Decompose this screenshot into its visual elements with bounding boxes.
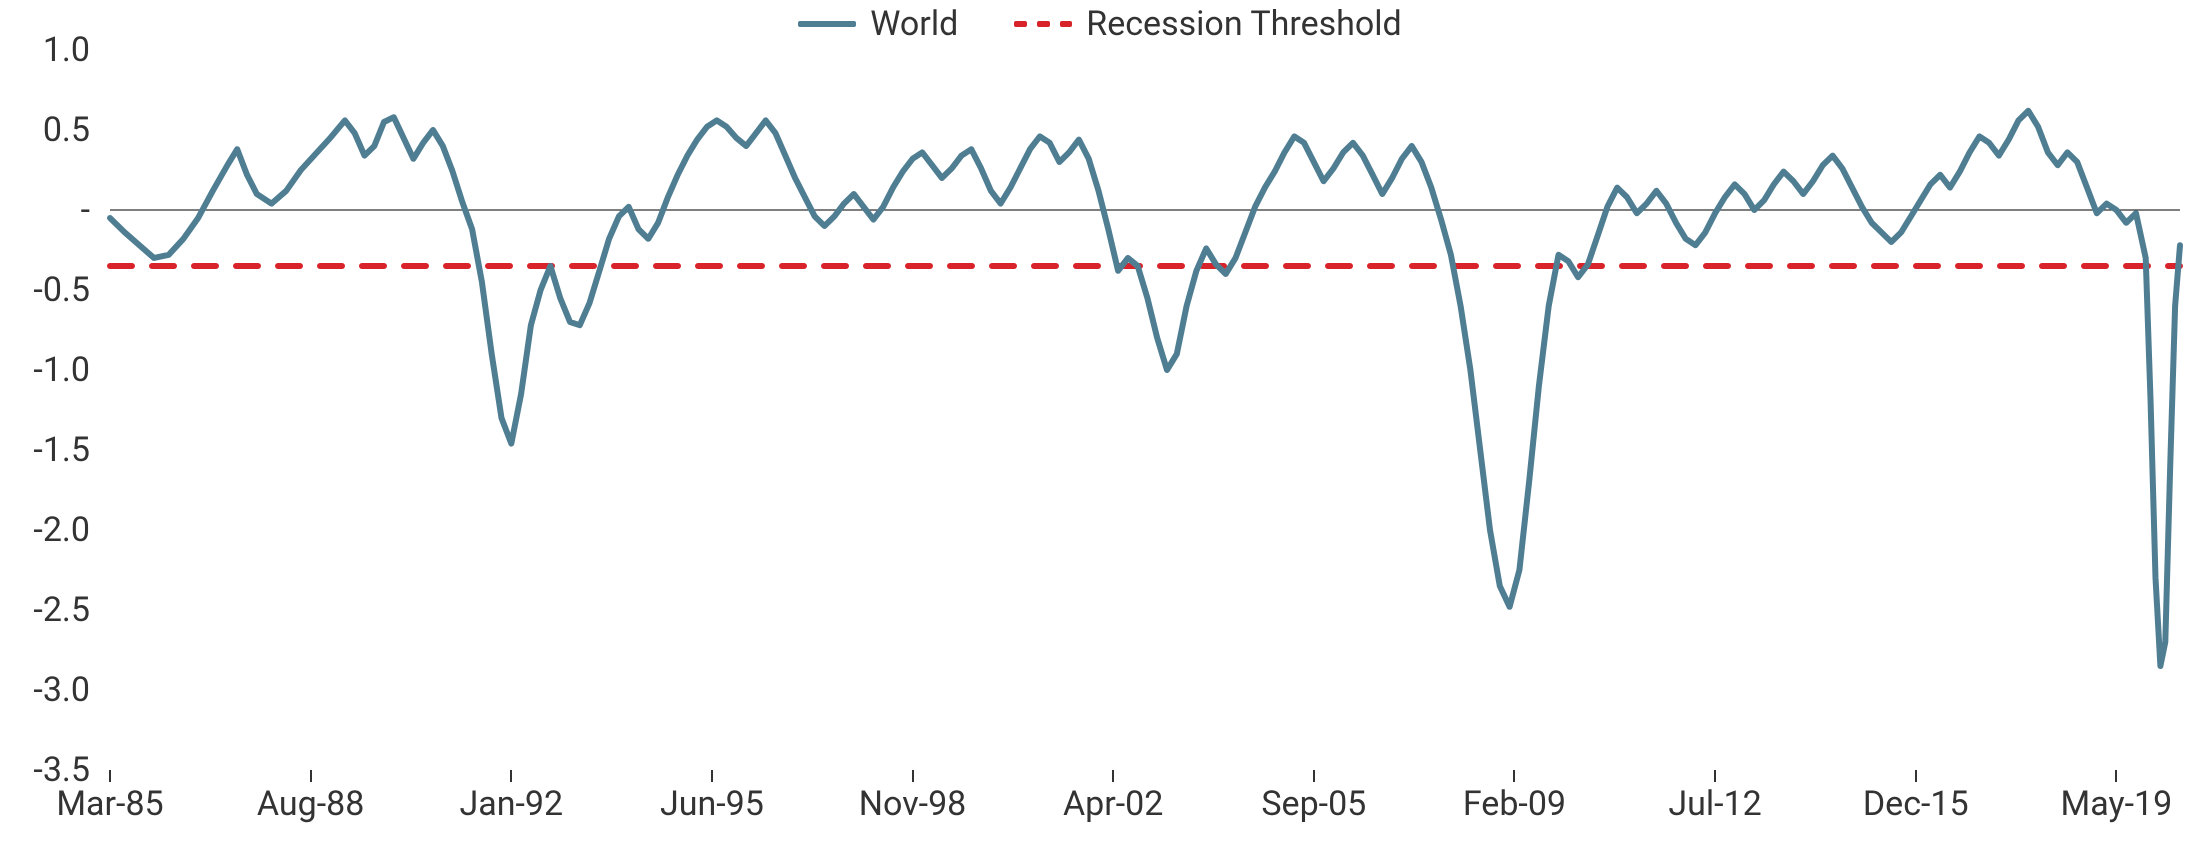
legend-label-world: World [870,4,958,44]
world-series-line [110,111,2180,666]
y-tick-label: - [81,190,90,230]
y-tick-label: 1.0 [43,30,90,70]
legend-label-threshold: Recession Threshold [1086,4,1401,44]
x-tick-mark [1112,770,1114,782]
x-tick-mark [1513,770,1515,782]
x-tick-label: Sep-05 [1261,784,1366,824]
x-tick-label: Nov-98 [859,784,966,824]
legend: World Recession Threshold [0,0,2200,48]
y-tick-label: -2.5 [33,590,90,630]
y-tick-label: -3.0 [33,670,90,710]
x-tick-label: Aug-88 [257,784,364,824]
plot-area [110,50,2180,770]
x-tick-mark [1313,770,1315,782]
x-tick-label: Apr-02 [1063,784,1163,824]
x-tick-label: Feb-09 [1463,784,1566,824]
x-tick-mark [711,770,713,782]
x-tick-mark [2115,770,2117,782]
y-tick-label: -0.5 [33,270,90,310]
x-tick-mark [1915,770,1917,782]
y-tick-label: 0.5 [43,110,90,150]
y-tick-label: -2.0 [33,510,90,550]
legend-swatch-threshold [1014,21,1072,27]
x-tick-mark [912,770,914,782]
x-tick-mark [109,770,111,782]
legend-item-world: World [798,4,958,44]
x-tick-label: Jun-95 [660,784,764,824]
y-tick-label: -1.5 [33,430,90,470]
chart-container: World Recession Threshold 1.0 0.5 - -0.5 -1.… [0,0,2200,850]
x-tick-mark [1714,770,1716,782]
x-tick-label: Jul-12 [1668,784,1761,824]
legend-item-threshold: Recession Threshold [1014,4,1401,44]
x-tick-label: May-19 [2061,784,2173,824]
x-tick-mark [310,770,312,782]
x-tick-label: Jan-92 [459,784,563,824]
y-tick-label: -1.0 [33,350,90,390]
x-tick-mark [510,770,512,782]
y-axis-ticks: 1.00.5--0.5-1.0-1.5-2.0-2.5-3.0-3.5 [0,50,100,770]
x-tick-label: Mar-85 [56,784,163,824]
x-tick-label: Dec-15 [1863,784,1969,824]
legend-swatch-world [798,21,856,27]
